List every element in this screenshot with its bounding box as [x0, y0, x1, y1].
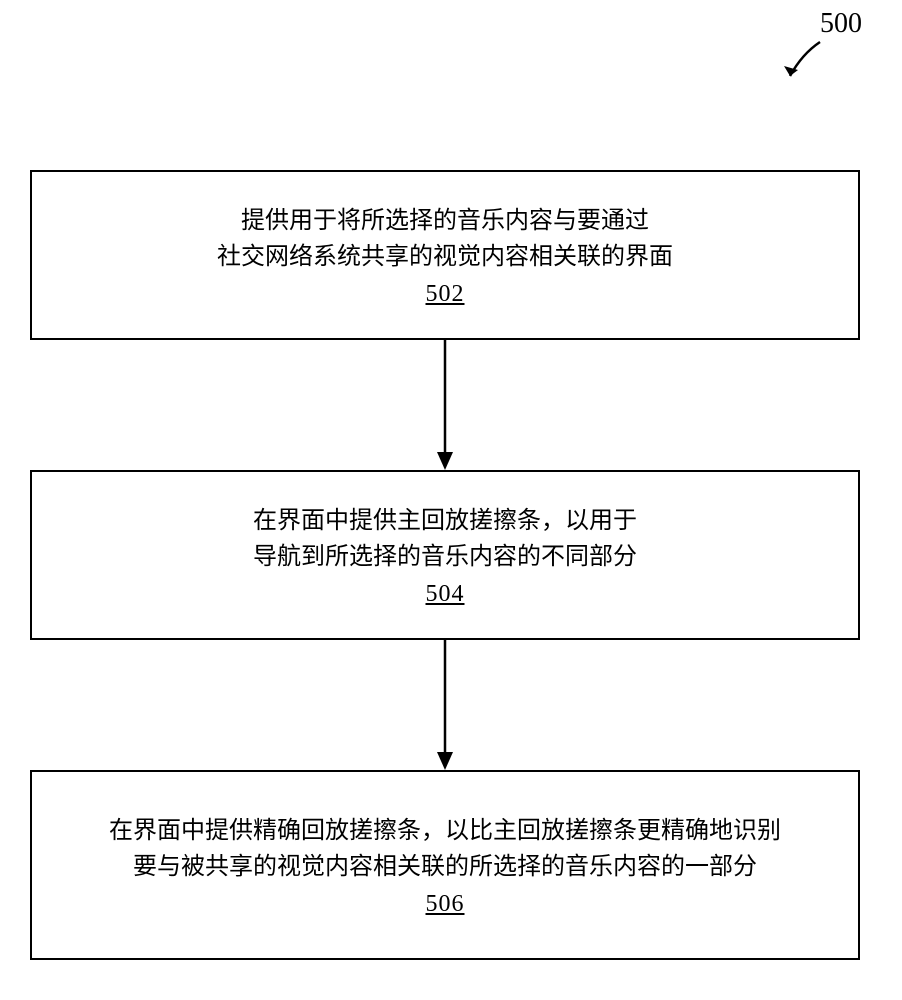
step-502-line2: 社交网络系统共享的视觉内容相关联的界面 — [217, 244, 673, 270]
diagram-number-label: 500 — [820, 8, 862, 40]
step-504-line1: 在界面中提供主回放搓擦条，以用于 — [253, 508, 637, 534]
step-506-line1: 在界面中提供精确回放搓擦条，以比主回放搓擦条更精确地识别 — [109, 818, 781, 844]
step-text: 在界面中提供主回放搓擦条，以用于 导航到所选择的音乐内容的不同部分 — [253, 503, 637, 575]
step-text: 在界面中提供精确回放搓擦条，以比主回放搓擦条更精确地识别 要与被共享的视觉内容相… — [109, 813, 781, 885]
flow-step-502: 提供用于将所选择的音乐内容与要通过 社交网络系统共享的视觉内容相关联的界面 50… — [30, 170, 860, 340]
step-502-line1: 提供用于将所选择的音乐内容与要通过 — [241, 208, 649, 234]
flow-step-504: 在界面中提供主回放搓擦条，以用于 导航到所选择的音乐内容的不同部分 504 — [30, 470, 860, 640]
swoosh-arrow-icon — [780, 38, 826, 84]
connector-arrow-1 — [435, 340, 455, 472]
step-number: 504 — [426, 581, 465, 608]
step-506-line2: 要与被共享的视觉内容相关联的所选择的音乐内容的一部分 — [133, 854, 757, 880]
step-number: 502 — [426, 281, 465, 308]
flow-step-506: 在界面中提供精确回放搓擦条，以比主回放搓擦条更精确地识别 要与被共享的视觉内容相… — [30, 770, 860, 960]
step-504-line2: 导航到所选择的音乐内容的不同部分 — [253, 544, 637, 570]
step-number: 506 — [426, 891, 465, 918]
connector-arrow-2 — [435, 640, 455, 772]
flowchart-canvas: 500 提供用于将所选择的音乐内容与要通过 社交网络系统共享的视觉内容相关联的界… — [0, 0, 902, 1000]
step-text: 提供用于将所选择的音乐内容与要通过 社交网络系统共享的视觉内容相关联的界面 — [217, 203, 673, 275]
